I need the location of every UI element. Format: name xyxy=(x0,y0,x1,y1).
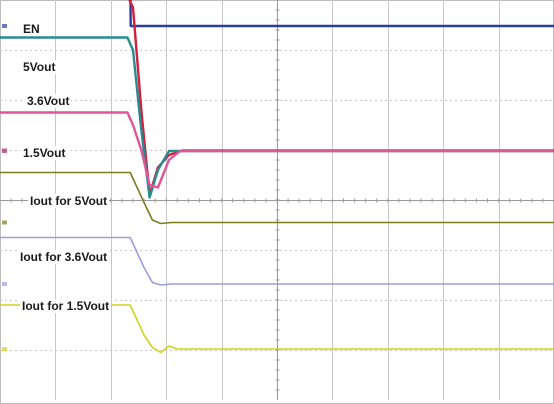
trace-label-iout-1-5vout: Iout for 1.5Vout xyxy=(20,299,112,313)
trace-iout-for-1-5vout xyxy=(0,304,554,354)
trace-label-en: EN xyxy=(21,22,42,36)
trace-en xyxy=(129,0,554,28)
trace-label-1-5vout: 1.5Vout xyxy=(21,146,68,160)
channel-level-marker xyxy=(2,149,7,153)
channel-level-marker xyxy=(2,220,7,225)
channel-level-marker xyxy=(2,24,7,28)
trace-label-iout-5vout: Iout for 5Vout xyxy=(28,194,110,208)
trace-1-5vout xyxy=(0,111,554,189)
trace-iout-for-3-6vout xyxy=(0,236,554,286)
trace-iout-for-5vout xyxy=(0,171,554,225)
traces xyxy=(0,0,554,354)
trace-label-3-6vout: 3.6Vout xyxy=(25,94,72,108)
trace-label-iout-3-6vout: Iout for 3.6Vout xyxy=(18,250,110,264)
trace-label-5vout: 5Vout xyxy=(21,60,58,74)
channel-level-marker xyxy=(2,282,7,286)
channel-level-marker xyxy=(2,347,7,351)
